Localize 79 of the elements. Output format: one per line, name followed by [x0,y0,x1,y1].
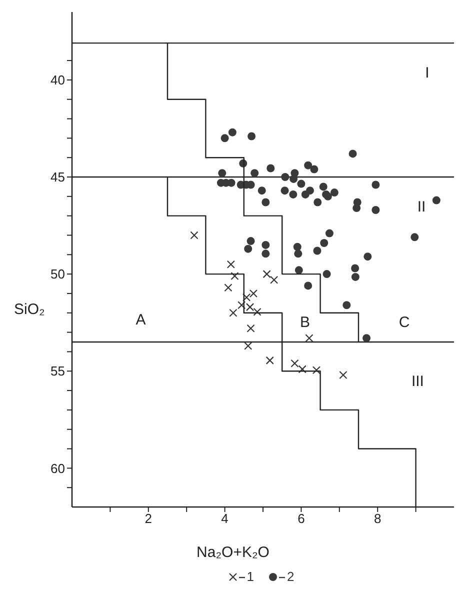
point [244,342,252,350]
point [262,250,270,258]
point [372,180,380,189]
point [301,190,310,198]
point [266,356,274,364]
point [218,169,226,178]
point [262,240,270,249]
point [253,308,262,316]
x-tick-label: 8 [374,511,382,526]
point [244,244,252,253]
point [230,272,239,280]
point [242,293,251,302]
point [224,284,232,292]
point [410,233,419,242]
annotation: C [398,314,410,331]
point [290,359,299,368]
point [270,276,278,284]
y-tick-label: 45 [50,170,65,185]
annotation: A [136,311,146,328]
point [249,289,258,298]
point [305,334,314,342]
x-axis-title: Na₂O+K₂O [196,544,270,561]
point [322,270,331,278]
point [258,186,266,195]
point [246,237,255,246]
y-tick-label: 50 [50,266,65,282]
point [266,164,275,172]
point [229,308,238,317]
annotation: I [425,64,430,82]
point [348,150,357,158]
point [228,128,236,136]
point [297,180,306,188]
point [289,190,298,198]
y-axis-title: SiO₂ [14,300,46,318]
point [304,161,312,170]
point [319,182,328,191]
point [262,198,270,206]
point [226,260,235,268]
annotation: III [411,373,424,390]
point [364,252,372,261]
point [330,188,338,197]
point [362,334,371,342]
legend-label: 2 [287,569,294,584]
y-tick-label: 55 [50,364,65,379]
point [312,366,321,374]
point [314,198,322,206]
annotation: II [417,198,426,216]
point [248,132,256,140]
x-tick-label: 4 [221,511,228,526]
point [298,365,306,374]
point [313,246,322,255]
point [310,165,318,174]
point [294,250,302,258]
point [250,169,259,178]
point [246,324,255,332]
x-tick-label: 6 [298,511,305,526]
point [304,282,312,290]
point [351,272,360,281]
point [281,173,290,181]
point [220,134,229,142]
annotation: B [300,314,310,331]
point [342,301,351,310]
x-tick-label: 2 [144,511,152,526]
point [293,242,302,251]
legend-label: 1 [246,569,254,584]
point [351,264,360,272]
point [339,370,348,380]
point [262,270,271,278]
y-tick-label: 60 [50,460,65,476]
point [190,231,198,240]
point [290,174,298,183]
point [320,239,328,247]
point [352,204,361,212]
point [294,266,303,274]
point [432,196,440,204]
point [372,206,380,214]
point [280,186,289,195]
point [325,229,334,238]
y-tick-label: 40 [50,72,65,88]
